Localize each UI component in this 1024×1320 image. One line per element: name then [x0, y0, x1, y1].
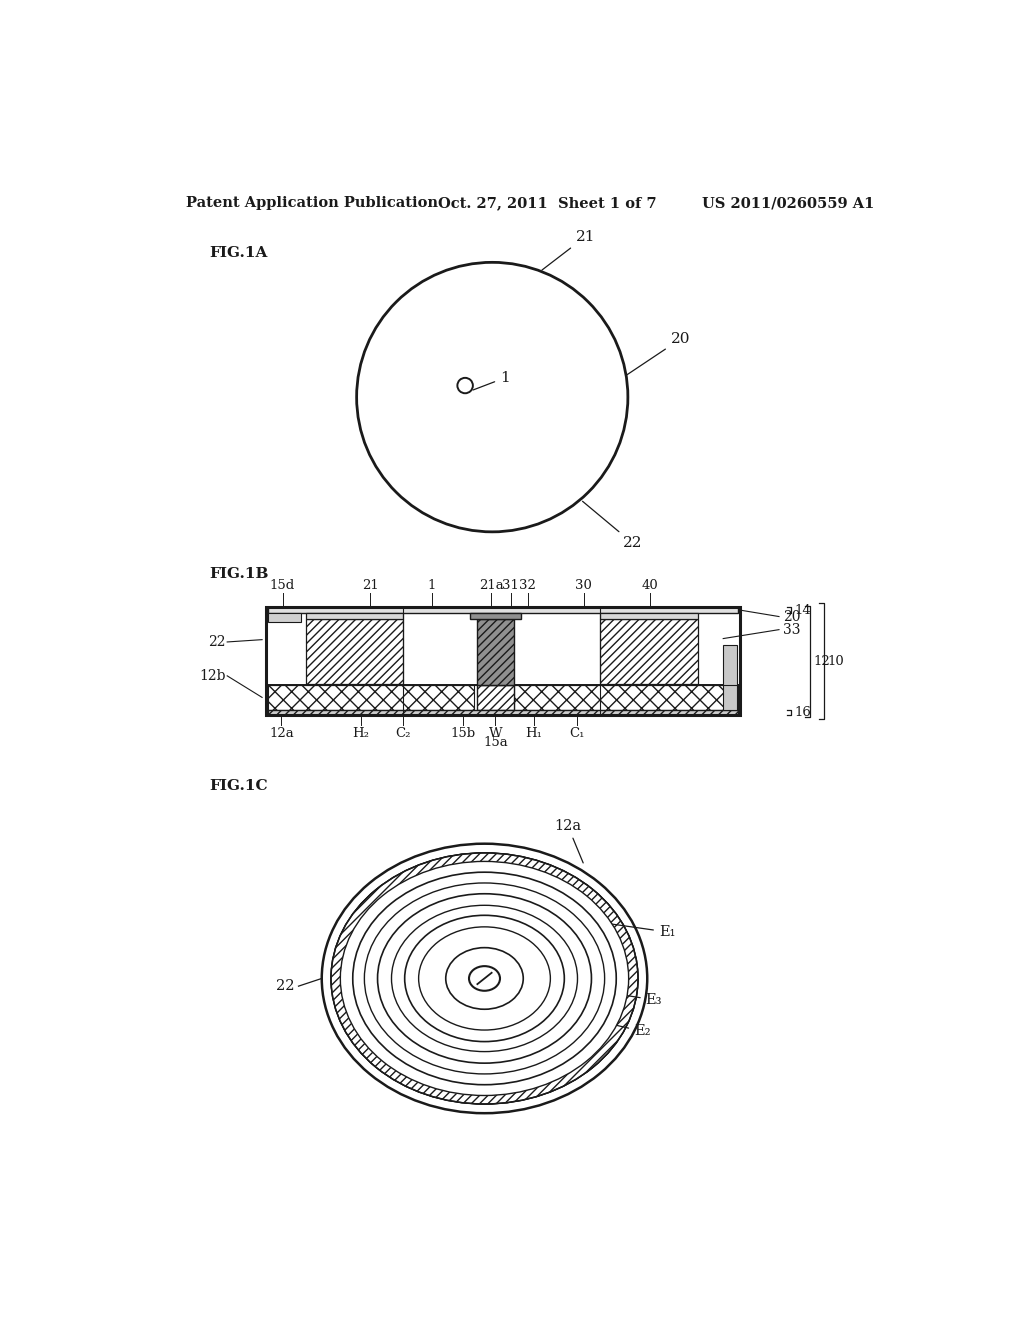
Text: 10: 10	[827, 655, 844, 668]
Ellipse shape	[378, 894, 592, 1063]
Bar	[600, 619, 697, 684]
Bar	[514, 685, 738, 710]
Text: 12a: 12a	[554, 818, 584, 863]
Ellipse shape	[365, 883, 604, 1074]
Bar	[306, 612, 403, 619]
Text: 1: 1	[428, 579, 436, 591]
Ellipse shape	[322, 843, 647, 1113]
Ellipse shape	[445, 948, 523, 1010]
Text: 12: 12	[813, 655, 829, 668]
Text: FIG.1A: FIG.1A	[209, 246, 267, 260]
Text: H₂: H₂	[352, 726, 370, 739]
Text: E₂: E₂	[553, 1011, 650, 1039]
Ellipse shape	[340, 862, 629, 1096]
Ellipse shape	[391, 906, 578, 1052]
Ellipse shape	[352, 873, 616, 1085]
Bar	[268, 607, 738, 612]
Ellipse shape	[391, 906, 578, 1052]
Ellipse shape	[378, 894, 592, 1063]
Text: 33: 33	[783, 623, 801, 636]
Bar	[470, 612, 521, 619]
Text: 30: 30	[575, 579, 592, 591]
Text: 21: 21	[542, 230, 595, 271]
Text: 22: 22	[208, 635, 225, 649]
Bar	[306, 619, 403, 684]
Ellipse shape	[352, 873, 616, 1085]
Ellipse shape	[365, 883, 604, 1074]
Bar	[477, 685, 514, 710]
Text: 12a: 12a	[269, 726, 294, 739]
Text: 31: 31	[503, 579, 519, 591]
Text: C₁: C₁	[569, 726, 585, 739]
Text: 22: 22	[583, 502, 642, 550]
Ellipse shape	[340, 862, 629, 1096]
Text: 12b: 12b	[199, 669, 225, 682]
Ellipse shape	[331, 853, 638, 1104]
Bar	[268, 612, 301, 622]
Text: FIG.1C: FIG.1C	[209, 779, 268, 793]
Text: 40: 40	[642, 579, 658, 591]
Text: 1: 1	[473, 371, 510, 389]
Text: 15d: 15d	[270, 579, 295, 591]
Bar	[723, 645, 737, 710]
Text: 16: 16	[518, 1001, 611, 1039]
Bar	[266, 607, 740, 715]
Text: 15a: 15a	[483, 737, 508, 748]
Text: 20: 20	[626, 333, 690, 375]
Ellipse shape	[469, 966, 500, 991]
Bar	[477, 619, 514, 685]
Text: 21: 21	[361, 579, 379, 591]
Ellipse shape	[419, 927, 550, 1030]
Text: 22: 22	[276, 979, 295, 993]
Bar	[268, 685, 474, 710]
Text: 20: 20	[783, 610, 801, 623]
Text: Oct. 27, 2011  Sheet 1 of 7: Oct. 27, 2011 Sheet 1 of 7	[438, 197, 656, 210]
Text: FIG.1B: FIG.1B	[209, 568, 269, 581]
Bar	[600, 612, 697, 619]
Text: 16: 16	[795, 706, 811, 719]
Text: 14: 14	[795, 603, 811, 616]
Ellipse shape	[404, 915, 564, 1041]
Ellipse shape	[419, 927, 550, 1030]
Ellipse shape	[331, 853, 638, 1104]
Text: Patent Application Publication: Patent Application Publication	[186, 197, 438, 210]
Text: E₃: E₃	[574, 987, 663, 1007]
Text: 15b: 15b	[451, 726, 475, 739]
Text: E₁: E₁	[586, 920, 676, 939]
Text: 21a: 21a	[479, 579, 504, 591]
Text: US 2011/0260559 A1: US 2011/0260559 A1	[701, 197, 873, 210]
Text: W: W	[488, 726, 502, 739]
Ellipse shape	[404, 915, 564, 1041]
Text: H₁: H₁	[525, 726, 543, 739]
Bar	[268, 710, 738, 715]
Text: C₂: C₂	[395, 726, 412, 739]
Text: 32: 32	[519, 579, 537, 591]
